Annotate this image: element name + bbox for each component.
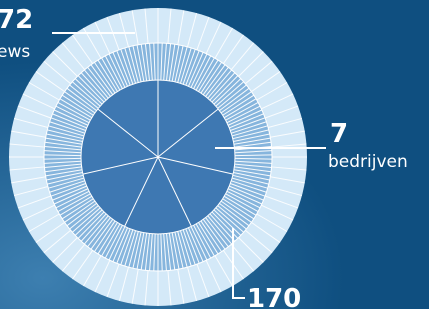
- count: 72: [0, 5, 33, 35]
- label: bedrijven: [328, 152, 408, 172]
- count: 170: [247, 284, 301, 309]
- ring-line: [235, 155, 272, 156]
- ring-line: [44, 158, 81, 159]
- count: 7: [330, 119, 348, 149]
- label: ews: [0, 42, 30, 62]
- page: 72 ews 170 7 bedrijven (() => { const da…: [0, 0, 429, 309]
- infographic: 72 ews 170 7 bedrijven: [0, 0, 429, 309]
- ring-line: [235, 158, 272, 159]
- ring-line: [44, 155, 81, 156]
